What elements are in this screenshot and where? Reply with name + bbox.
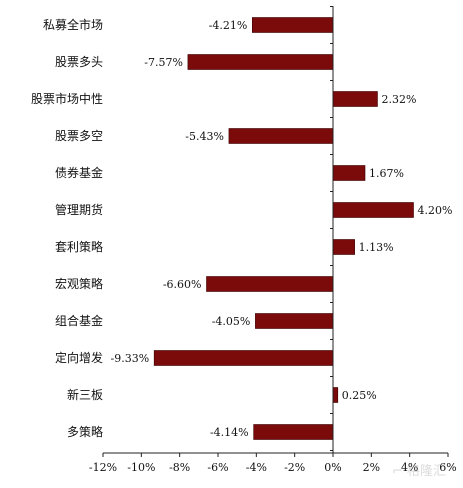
x-tick-label: -6% [207,461,228,474]
bar-8 [255,313,334,329]
category-label: 新三板 [67,387,103,402]
bar-2 [332,91,378,107]
x-tick-label: -4% [246,461,267,474]
bar-11 [253,424,334,440]
watermark-logo: ⌐ 格隆汇 [392,464,447,479]
category-label: 股票市场中性 [31,91,103,106]
data-label: -9.33% [111,352,150,365]
labels-layer: 私募全市场 -4.21% 股票多头 -7.57% 股票市场中性 2.32% 股票多空 -5.4… [31,17,452,439]
category-label: 债券基金 [55,165,103,180]
x-tick-label: 6% [439,461,456,474]
bar-0 [252,17,334,33]
category-label: 股票多头 [55,55,103,69]
bars-layer [153,17,414,440]
data-label: -6.60% [163,278,202,291]
category-label: 管理期货 [55,202,103,217]
bar-1 [187,54,334,70]
bar-5 [332,202,414,218]
category-label: 组合基金 [55,313,103,328]
bar-7 [206,276,334,292]
data-label: -4.05% [212,315,251,328]
bar-6 [332,239,355,255]
category-label: 定向增发 [55,350,103,365]
x-axis: -12% -10% -8% -6% -4% -2% 0% 2% 4% 6% [89,6,457,474]
category-label: 宏观策略 [55,276,103,291]
data-label: -7.57% [144,56,183,69]
category-label: 私募全市场 [43,17,103,32]
data-label: 0.25% [342,389,377,402]
x-tick-label: -2% [284,461,305,474]
data-label: -4.14% [210,426,249,439]
x-tick-label: -10% [127,461,155,474]
data-label: 4.20% [418,204,453,217]
category-label: 多策略 [67,424,103,439]
data-label: 1.67% [369,167,404,180]
data-label: -4.21% [209,19,248,32]
category-label: 股票多空 [55,129,103,143]
data-label: 2.32% [381,93,416,106]
bar-10 [332,387,339,403]
data-label: 1.13% [359,241,394,254]
x-tick-label: -8% [169,461,190,474]
category-label: 套利策略 [55,239,103,254]
x-tick-label: 0% [324,461,341,474]
bar-3 [228,128,334,144]
bar-4 [332,165,366,181]
data-label: -5.43% [185,130,224,143]
x-tick-label: 2% [363,461,380,474]
x-tick-label: -12% [89,461,117,474]
bar-9 [153,350,334,366]
x-tick-label: 4% [401,461,418,474]
